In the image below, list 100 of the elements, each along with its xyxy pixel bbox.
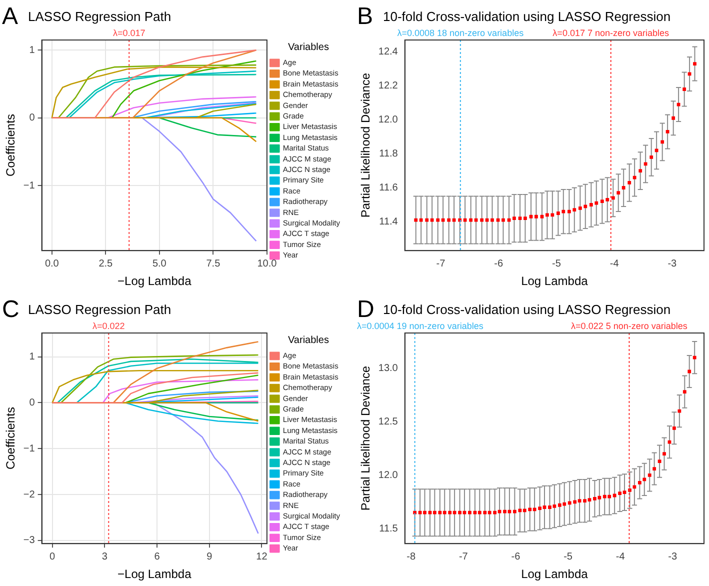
text: λ=0.0008 18 non-zero variables [397,28,524,38]
point [611,196,615,200]
text: λ=0.0004 19 non-zero variables [357,321,484,331]
point [672,116,676,120]
point [441,218,445,222]
point [638,169,642,172]
point [588,498,592,502]
point [548,506,552,509]
y-tick-label: 11.8 [379,148,398,160]
point [589,203,593,206]
chart-title: LASSO Regression Path [28,9,172,24]
y-tick-label: 1 [29,352,36,363]
point [532,508,536,512]
x-tick-label: -4 [610,258,620,270]
point [480,218,484,222]
x-tick-label: 10.0 [257,258,278,270]
point [512,216,516,220]
chart-title: LASSO Regression Path [28,302,172,317]
text: λ=0.017 [112,28,146,38]
point [512,510,516,514]
point [458,510,462,514]
point [558,503,562,507]
x-axis-title: Log Lambda [521,567,588,582]
point [642,478,646,482]
y-tick-label: 12.0 [378,470,398,481]
text: B [357,3,374,30]
y-axis-title: Partial Likelihood Deviance [358,72,373,218]
point [693,62,696,66]
point [598,496,602,500]
point [650,155,654,159]
y-axis-title: Partial Likelihood Deviance [358,366,373,511]
text: λ=0.017 7 non-zero variables [552,28,670,38]
point [648,473,652,477]
point [578,499,582,503]
x-tick-label: -7 [458,551,468,562]
x-tick-label: 7.5 [206,258,221,270]
x-axis-title: −Log Lambda [118,274,192,288]
legend-title: Variables [288,42,329,53]
text: A [2,3,18,30]
text: C [2,296,20,323]
x-tick-label: -6 [494,258,504,270]
point [556,212,560,215]
x-tick-label: 6 [154,551,160,562]
point [600,200,604,204]
y-tick-label: −1 [23,180,36,192]
point [540,214,544,218]
point [452,510,456,514]
point [518,508,522,512]
x-tick-label: -4 [616,551,626,562]
y-axis-title: Coefficients [4,114,18,177]
point [678,409,682,413]
point [462,510,466,514]
x-tick-label: 2.5 [98,258,114,270]
point [606,198,610,202]
x-tick-label: 9 [206,551,213,562]
point [414,218,418,222]
point [666,130,670,134]
point [468,510,472,514]
y-tick-label: 1 [29,44,36,56]
point [490,218,494,222]
point [447,218,451,222]
point [622,186,626,190]
point [568,501,572,505]
point [572,208,576,212]
point [418,510,422,514]
point [602,494,606,498]
point [503,510,506,514]
point [594,201,598,205]
x-tick-label: -8 [406,551,416,562]
point [502,218,505,222]
point [493,510,497,514]
x-tick-label: 5.0 [152,258,167,270]
point [573,500,577,504]
x-tick-label: -3 [668,258,678,270]
point [528,508,532,512]
point [584,204,588,208]
point [692,356,696,360]
point [448,510,452,514]
y-tick-label: 0 [29,112,36,124]
point [638,480,642,484]
x-tick-label: -7 [436,258,446,270]
x-tick-label: 3 [102,551,108,562]
point [534,214,538,218]
point [593,497,596,500]
x-tick-label: -6 [511,551,521,562]
point [488,510,492,514]
x-tick-label: 0.0 [44,258,60,270]
point [628,180,632,184]
point [436,218,440,222]
y-tick-label: 12.0 [378,114,398,126]
point [682,88,686,91]
y-tick-label: 12.2 [378,80,398,92]
x-tick-label: 12 [256,551,268,562]
y-tick-label: −3 [23,535,36,546]
x-tick-label: -3 [668,551,678,562]
point [518,216,522,220]
point [423,510,426,514]
point [562,210,566,214]
point [442,510,446,514]
point [550,213,554,217]
